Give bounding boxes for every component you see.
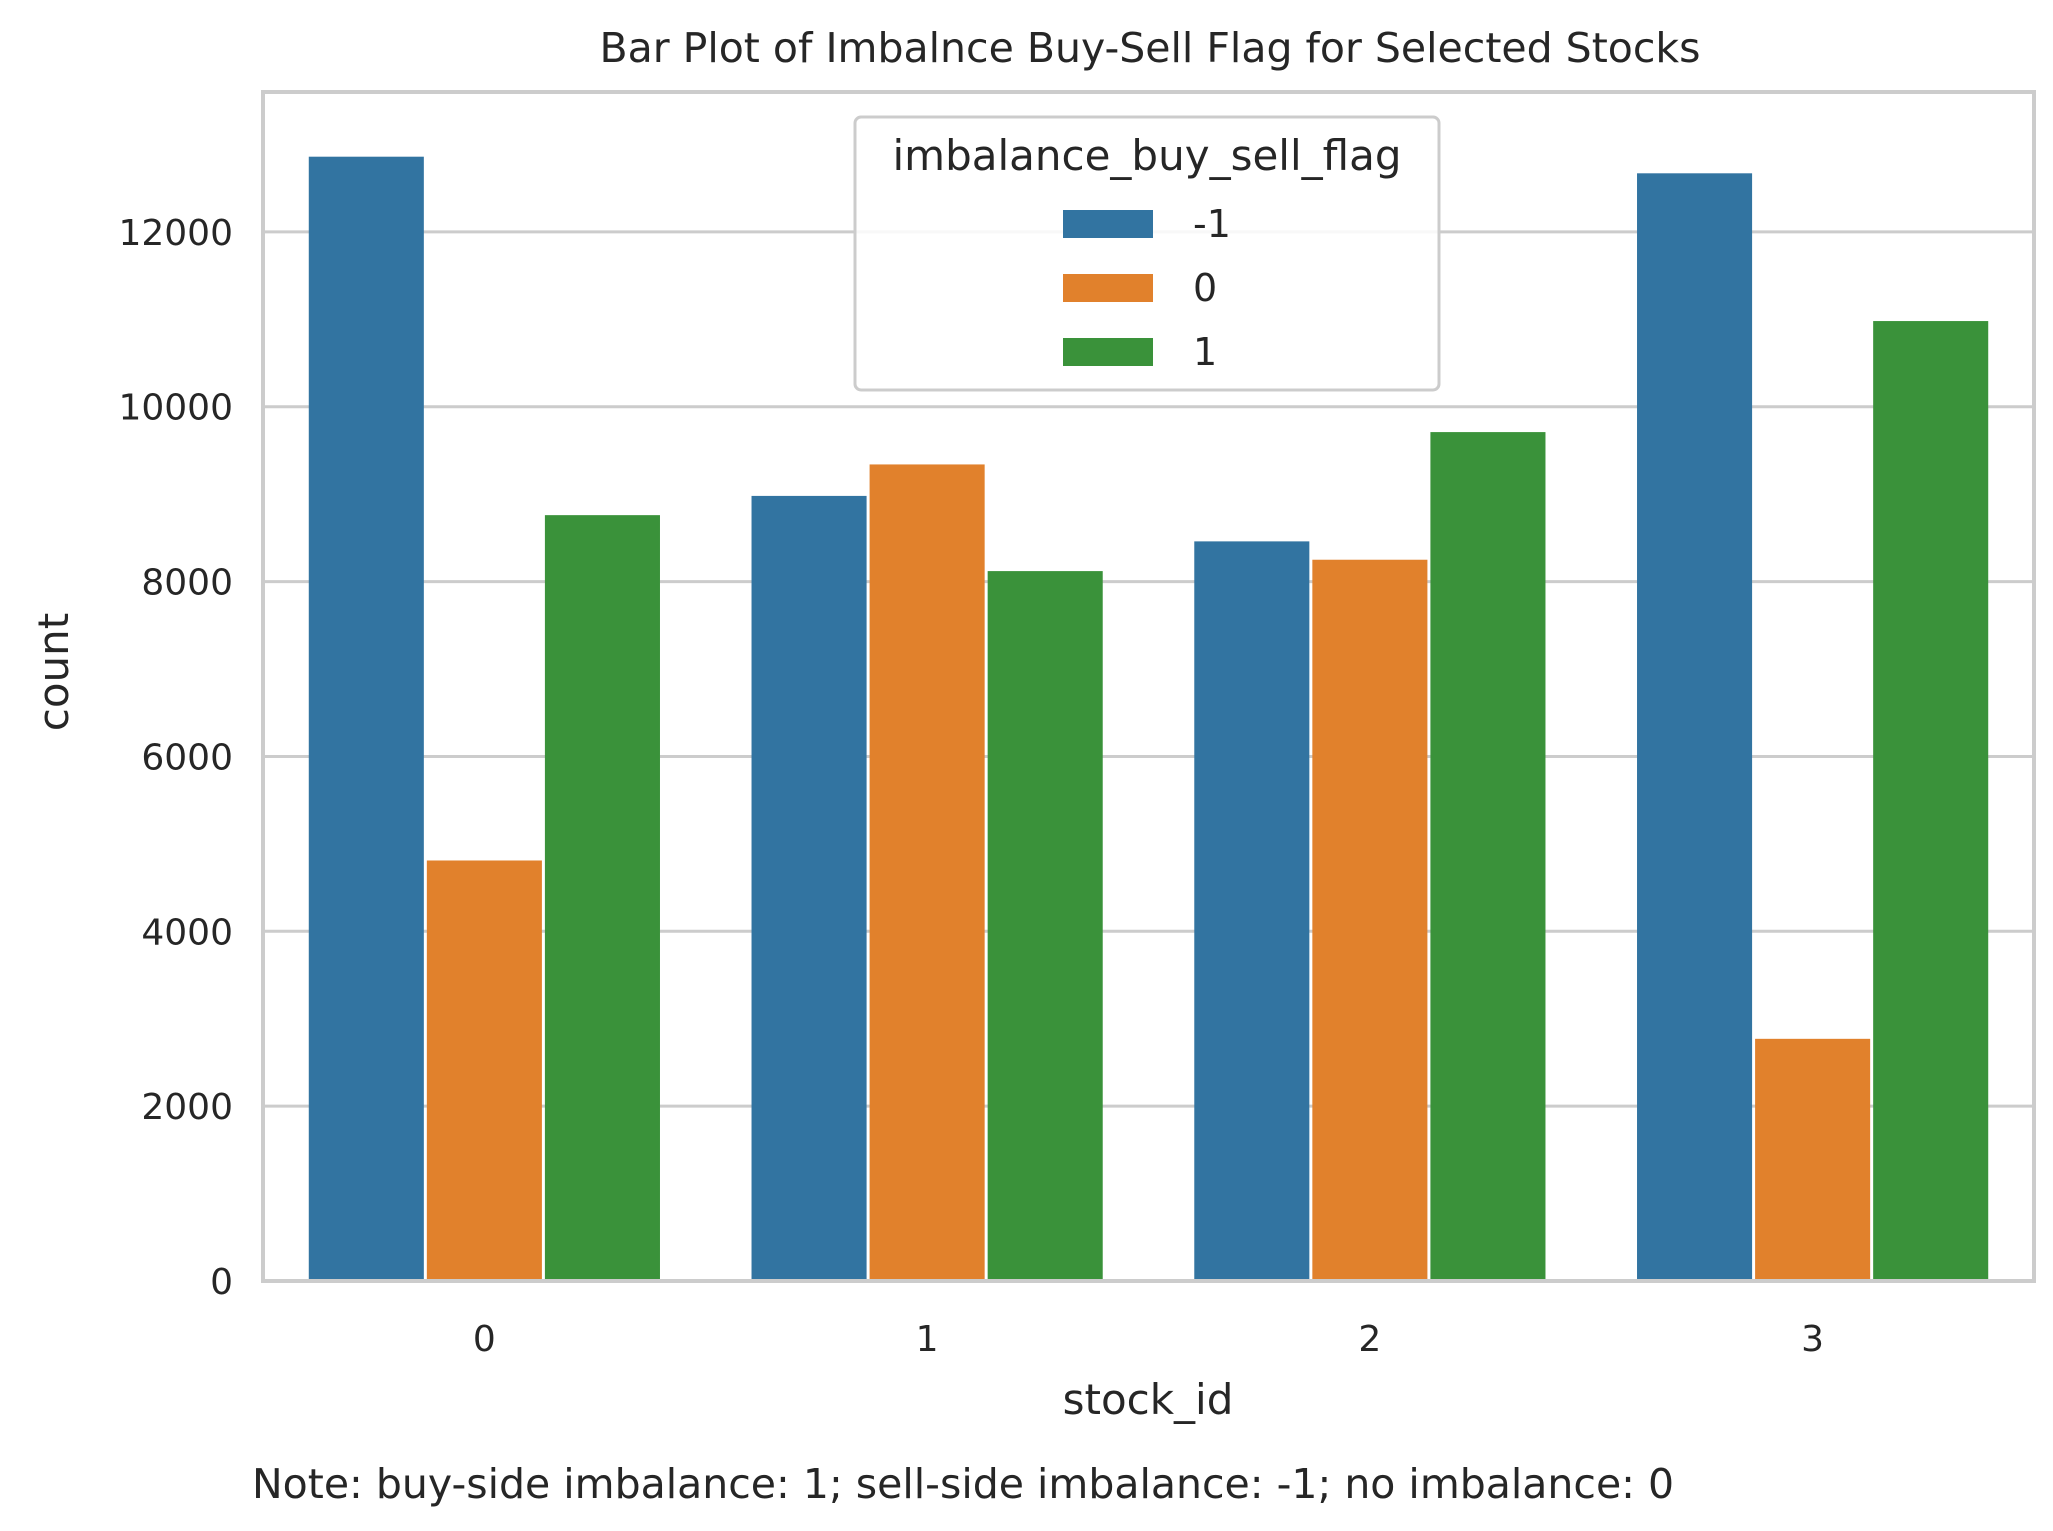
x-tick-label: 2 xyxy=(1358,1319,1381,1360)
bar-stock-2-flag-0 xyxy=(1312,559,1428,1281)
y-tick-label: 4000 xyxy=(141,912,233,953)
y-axis-ticks: 0 2000 4000 6000 8000 10000 12000 xyxy=(118,213,233,1303)
bars xyxy=(308,156,1989,1282)
x-tick-label: 3 xyxy=(1801,1319,1824,1360)
bar-stock-1-flag-1 xyxy=(987,571,1103,1281)
bar-stock-3-flag--1 xyxy=(1637,173,1753,1281)
y-tick-label: 2000 xyxy=(141,1087,233,1128)
chart-note: Note: buy-side imbalance: 1; sell-side i… xyxy=(252,1460,1674,1508)
legend-title: imbalance_buy_sell_flag xyxy=(893,131,1402,180)
bar-stock-1-flag-0 xyxy=(869,464,985,1281)
legend: imbalance_buy_sell_flag -1 0 1 xyxy=(853,115,1441,392)
bar-stock-2-flag--1 xyxy=(1194,541,1310,1281)
chart-title: Bar Plot of Imbalnce Buy-Sell Flag for S… xyxy=(599,24,1700,72)
legend-label: 1 xyxy=(1193,330,1217,374)
x-axis-ticks: 0 1 2 3 xyxy=(473,1319,1824,1360)
x-axis-label: stock_id xyxy=(1063,1375,1234,1424)
legend-box xyxy=(853,115,1441,392)
y-tick-label: 0 xyxy=(210,1262,233,1303)
legend-swatch xyxy=(1063,338,1153,366)
y-tick-label: 10000 xyxy=(118,388,233,429)
legend-entries: -1 0 1 xyxy=(1063,202,1231,374)
bar-stock-2-flag-1 xyxy=(1430,432,1546,1281)
legend-swatch xyxy=(1063,274,1153,302)
y-tick-label: 6000 xyxy=(141,737,233,778)
y-axis-label: count xyxy=(29,613,78,732)
bar-stock-1-flag--1 xyxy=(751,495,867,1282)
legend-label: -1 xyxy=(1193,202,1231,246)
plot-frame xyxy=(261,90,2036,1283)
x-tick-label: 0 xyxy=(473,1319,496,1360)
y-tick-label: 12000 xyxy=(118,213,233,254)
bar-stock-3-flag-0 xyxy=(1755,1038,1871,1281)
y-tick-label: 8000 xyxy=(141,563,233,604)
legend-swatch xyxy=(1063,210,1153,238)
legend-label: 0 xyxy=(1193,266,1217,310)
bar-stock-3-flag-1 xyxy=(1873,321,1989,1281)
bar-stock-0-flag-0 xyxy=(426,860,542,1281)
x-tick-label: 1 xyxy=(916,1319,939,1360)
bar-stock-0-flag--1 xyxy=(308,156,424,1282)
bar-stock-0-flag-1 xyxy=(544,515,660,1281)
